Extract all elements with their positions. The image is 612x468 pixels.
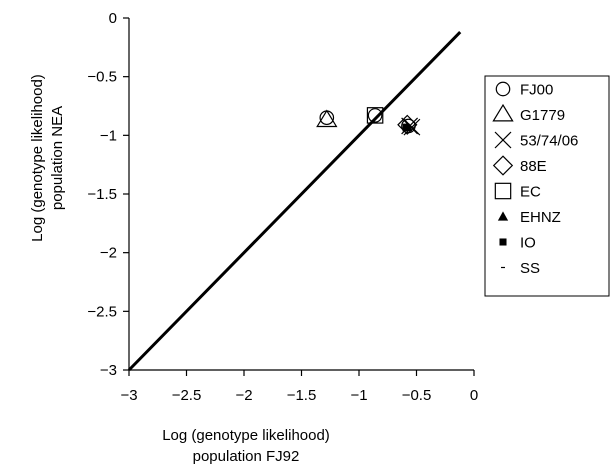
legend-marker — [499, 238, 507, 246]
data-point-g1779 — [316, 109, 338, 128]
data-point-88e — [397, 114, 418, 135]
legend-marker — [492, 155, 514, 176]
data-point-fj00 — [367, 108, 383, 123]
legend-label: IO — [520, 235, 536, 252]
x-tick-label: −2.5 — [172, 387, 202, 404]
legend-marker — [494, 182, 512, 200]
y-tick-label: −3 — [100, 362, 117, 379]
legend-label: 88E — [520, 158, 547, 175]
y-axis-label-line-2: population NEA — [49, 106, 66, 210]
y-tick-label: −2.5 — [87, 303, 117, 320]
legend-label: 53/74/06 — [520, 133, 578, 150]
legend-label: FJ00 — [520, 82, 553, 99]
x-axis-label-line-1: Log (genotype likelihood) — [162, 427, 330, 444]
x-tick-label: −3 — [120, 387, 137, 404]
legend-label: G1779 — [520, 107, 565, 124]
x-tick-label: 0 — [470, 387, 478, 404]
reference-line — [127, 31, 462, 372]
y-tick-label: −1.5 — [87, 186, 117, 203]
x-axis-label-line-2: population FJ92 — [193, 448, 300, 465]
legend-label: EHNZ — [520, 209, 561, 226]
y-tick-label: −1 — [100, 127, 117, 144]
legend-label: SS — [520, 260, 540, 277]
y-tick-label: −2 — [100, 245, 117, 262]
legend-marker — [494, 131, 512, 149]
legend-marker — [497, 211, 509, 221]
legend-box — [484, 75, 610, 297]
x-tick-label: −0.5 — [402, 387, 432, 404]
legend-marker — [495, 81, 511, 97]
data-point-io — [402, 123, 410, 131]
plot-area: 0 −0.5 −1 −1.5 −2 −2.5 −3−3 −2.5 −2 −1.5 −1 −0.5 0 — [87, 10, 478, 404]
data-point-ec — [366, 107, 384, 124]
y-axis-label-line-1: Log (genotype likelihood) — [29, 74, 46, 242]
legend-marker — [492, 103, 514, 122]
x-tick-label: −1.5 — [287, 387, 317, 404]
legend: FJ00 G1779 53/74/06 88E EC EHNZ IO SS — [484, 75, 610, 297]
legend-label: EC — [520, 184, 541, 201]
y-tick-label: −0.5 — [87, 69, 117, 86]
x-tick-label: −2 — [235, 387, 252, 404]
y-tick-label: 0 — [109, 10, 117, 27]
data-point-53-74-06 — [403, 118, 421, 136]
x-tick-label: −1 — [350, 387, 367, 404]
